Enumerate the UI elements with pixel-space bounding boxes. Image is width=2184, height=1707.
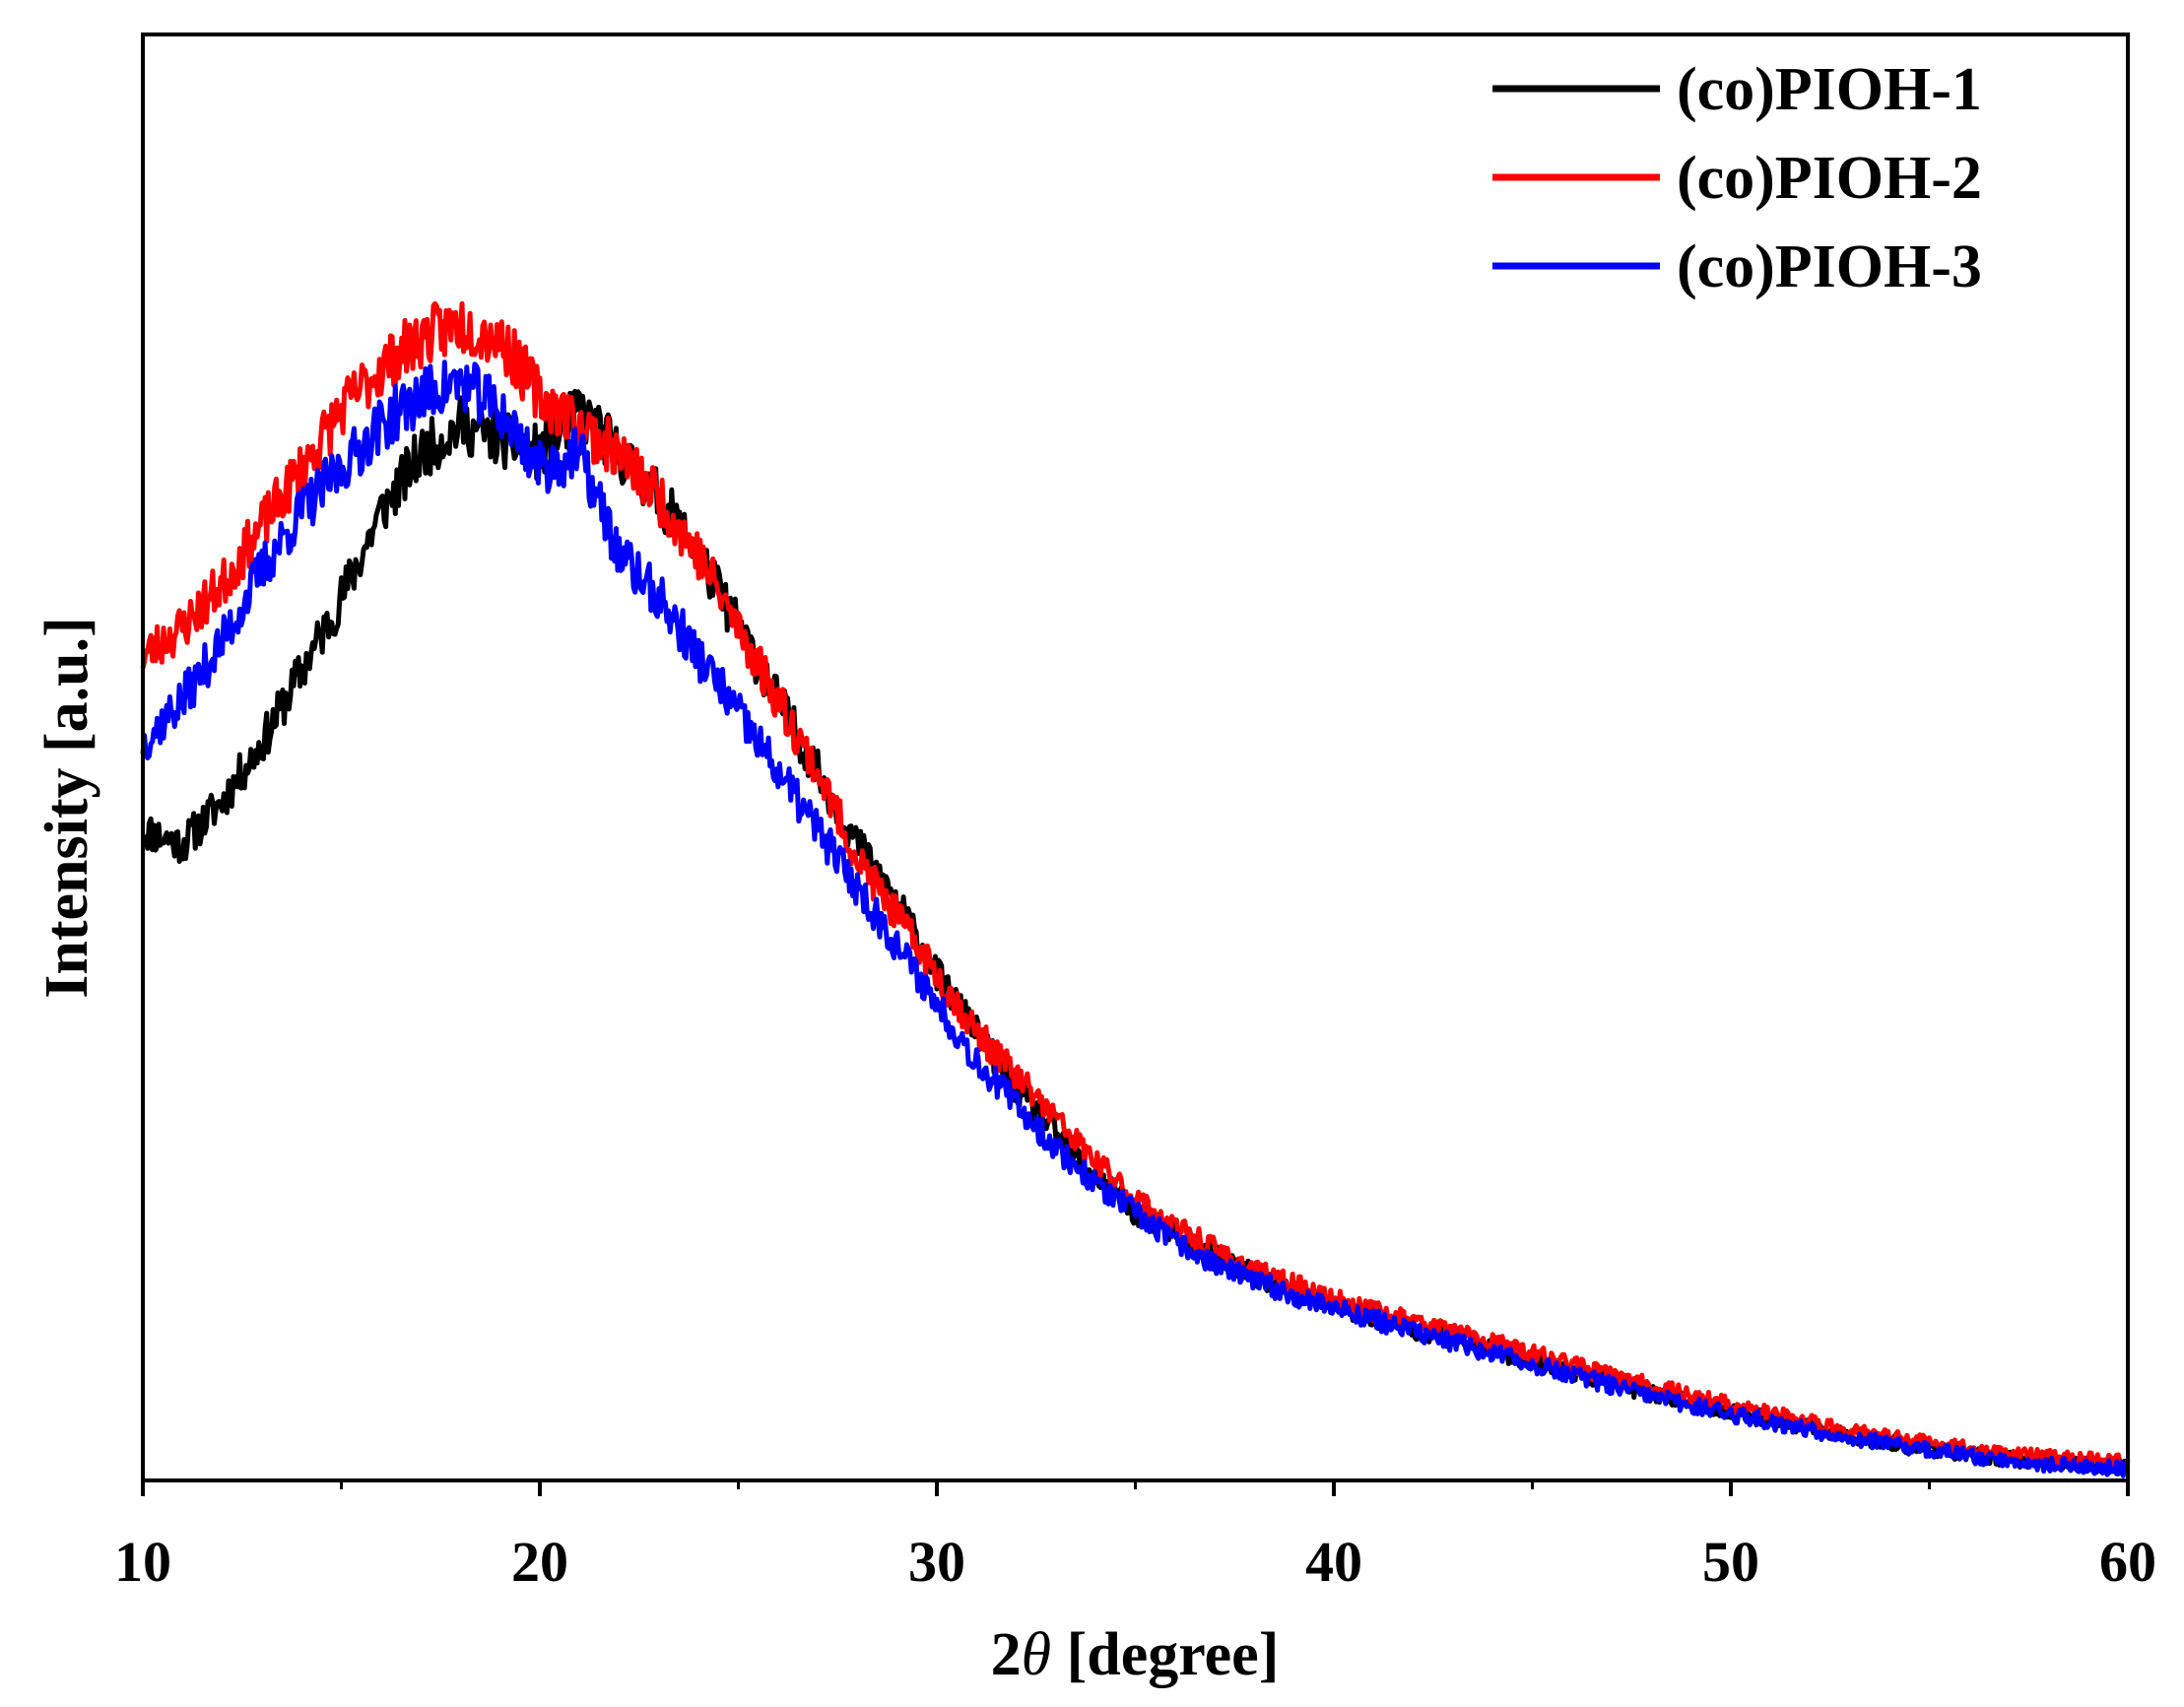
- legend-label: (co)PIOH-2: [1677, 145, 1982, 212]
- legend-item-1[interactable]: (co)PIOH-1: [1492, 56, 1982, 123]
- x-tick-label: 10: [114, 1530, 171, 1594]
- x-axis-title: 2θ [degree]: [991, 1621, 1280, 1688]
- x-tick-label: 50: [1702, 1530, 1759, 1594]
- x-axis-title-suffix: [degree]: [1051, 1621, 1279, 1688]
- legend-item-3[interactable]: (co)PIOH-3: [1492, 233, 1982, 300]
- x-tick-label: 40: [1305, 1530, 1362, 1594]
- x-tick-label: 60: [2099, 1530, 2156, 1594]
- x-tick-label: 20: [511, 1530, 568, 1594]
- x-tick-label: 30: [908, 1530, 965, 1594]
- x-axis-title-prefix: 2: [991, 1621, 1022, 1688]
- x-axis-title-symbol: θ: [1022, 1621, 1051, 1688]
- legend[interactable]: (co)PIOH-1 (co)PIOH-2 (co)PIOH-3: [1492, 56, 1982, 300]
- legend-item-2[interactable]: (co)PIOH-2: [1492, 145, 1982, 212]
- y-axis-title: Intensity [a.u.]: [33, 617, 100, 999]
- series-line-3: [140, 360, 2130, 1478]
- legend-label: (co)PIOH-1: [1677, 56, 1982, 123]
- x-axis-ticks: [141, 1480, 2130, 1496]
- series-layer: [140, 300, 2131, 1478]
- legend-label: (co)PIOH-3: [1677, 233, 1982, 300]
- x-axis-tick-labels: 10 20 30 40 50 60: [114, 1530, 2156, 1594]
